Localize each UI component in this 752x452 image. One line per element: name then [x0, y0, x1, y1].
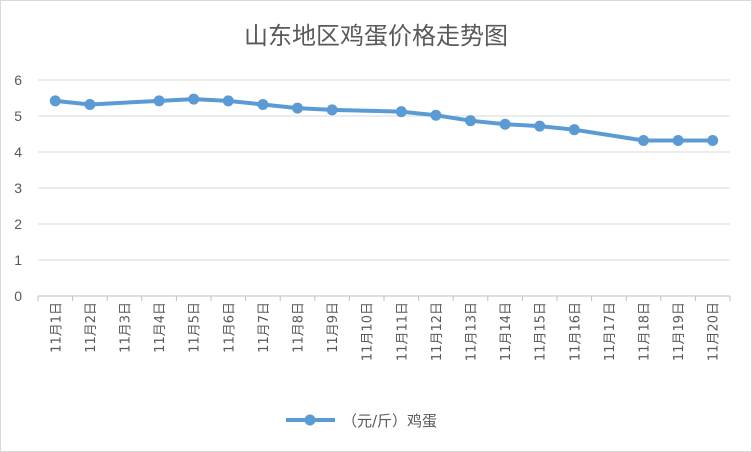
x-tick-label: 11月1日 — [49, 302, 64, 353]
data-point — [326, 104, 338, 116]
data-point — [188, 93, 200, 105]
y-tick-label: 2 — [14, 216, 22, 232]
x-tick-label: 11月5日 — [188, 302, 203, 353]
x-tick-label: 11月14日 — [499, 302, 514, 361]
x-tick-label: 11月11日 — [395, 302, 410, 361]
data-point — [568, 124, 580, 136]
data-point — [465, 115, 476, 127]
x-axis — [37, 295, 731, 301]
y-tick-label: 1 — [14, 252, 22, 268]
data-point — [395, 106, 407, 118]
x-tick-label: 11月6日 — [222, 302, 237, 353]
data-point — [153, 95, 165, 107]
legend: （元/斤）鸡蛋 — [286, 412, 437, 430]
legend-marker — [304, 414, 316, 426]
legend-label: （元/斤）鸡蛋 — [342, 412, 437, 430]
x-tick-label: 11月2日 — [84, 302, 99, 353]
data-point — [499, 118, 511, 130]
y-tick-label: 3 — [14, 180, 22, 196]
x-tick-label: 11月15日 — [534, 302, 549, 361]
x-tick-label: 11月12日 — [430, 302, 445, 361]
x-tick-label: 11月7日 — [257, 302, 272, 353]
series-eggs — [49, 93, 719, 146]
x-tick-label: 11月19日 — [672, 302, 687, 361]
x-tick-label: 11月16日 — [568, 302, 583, 361]
y-tick-label: 4 — [14, 144, 22, 160]
data-point — [257, 98, 269, 110]
x-tick-label: 11月17日 — [603, 302, 618, 361]
x-tick-label: 11月13日 — [465, 302, 480, 361]
data-point — [638, 134, 649, 146]
data-point — [534, 120, 546, 132]
data-point — [49, 95, 61, 107]
data-point — [707, 134, 719, 146]
data-point — [672, 134, 684, 146]
data-point — [292, 102, 303, 114]
x-tick-label: 11月3日 — [119, 302, 134, 353]
x-tick-label: 11月4日 — [153, 302, 168, 353]
x-tick-label: 11月9日 — [326, 302, 341, 353]
x-tick-label: 11月18日 — [638, 302, 653, 361]
series-line — [53, 97, 715, 143]
x-tick-label: 11月20日 — [707, 302, 722, 361]
data-point — [222, 95, 234, 107]
data-point — [84, 98, 96, 110]
gridlines — [38, 79, 730, 261]
chart-title: 山东地区鸡蛋价格走势图 — [244, 22, 508, 50]
y-axis-ticks: 0 1 2 3 4 5 6 — [14, 72, 22, 304]
x-axis-ticks: 11月1日 11月2日 11月3日 11月4日 11月5日 11月6日 11月7日 11月8日… — [49, 302, 721, 361]
x-tick-label: 11月8日 — [292, 302, 307, 353]
y-tick-label: 0 — [14, 288, 22, 304]
data-point — [430, 109, 442, 121]
y-tick-label: 6 — [14, 72, 22, 88]
x-tick-label: 11月10日 — [361, 302, 376, 361]
y-tick-label: 5 — [14, 108, 22, 124]
